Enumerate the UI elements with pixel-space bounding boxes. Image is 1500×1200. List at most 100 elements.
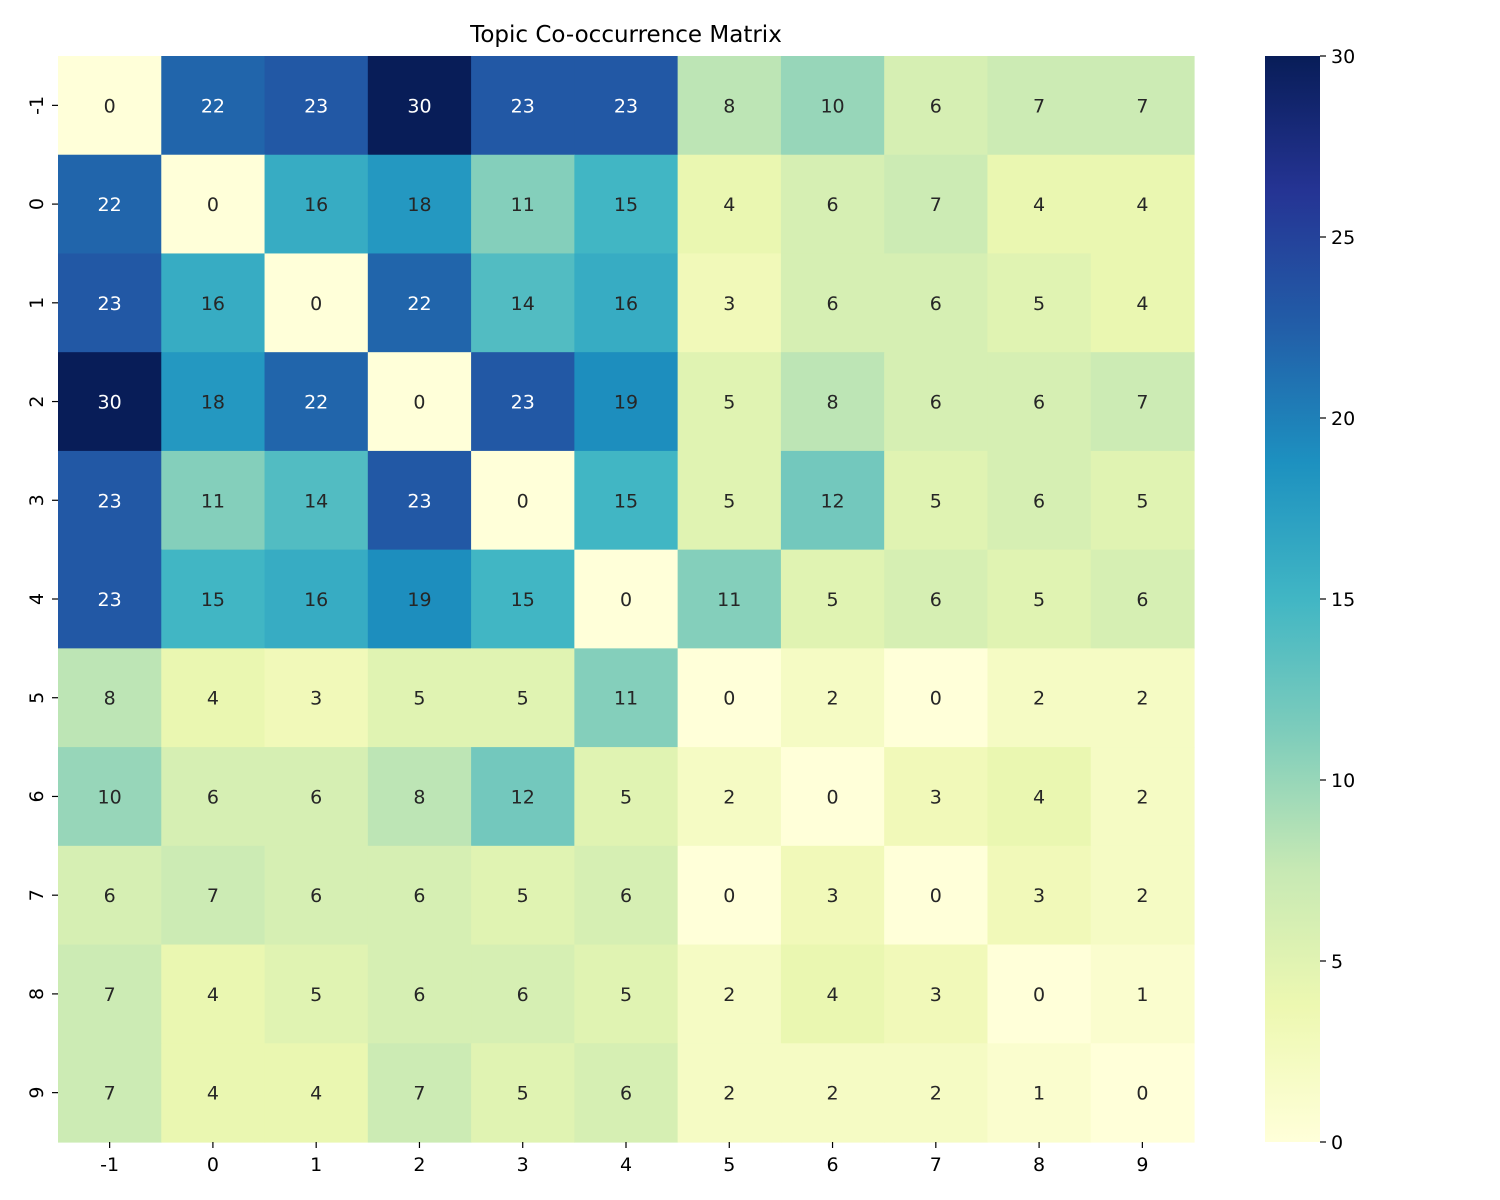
cell-value-label: 0 <box>310 293 322 315</box>
cell-value-label: 1 <box>1136 984 1148 1006</box>
x-tick-label: 4 <box>620 1154 632 1176</box>
cell-value-label: 4 <box>207 1083 219 1105</box>
cell-value-label: 8 <box>413 786 425 808</box>
cell-value-label: 6 <box>930 293 942 315</box>
x-tick-label: 3 <box>517 1154 529 1176</box>
cell-value-label: 19 <box>614 392 638 414</box>
cell-value-label: 6 <box>310 885 322 907</box>
cell-value-label: 5 <box>930 490 942 512</box>
cell-value-label: 2 <box>1033 688 1045 710</box>
cell-value-label: 0 <box>517 490 529 512</box>
y-tick-label: 2 <box>26 395 48 407</box>
cell-value-label: 11 <box>201 490 225 512</box>
cell-value-label: 6 <box>930 95 942 117</box>
cell-value-label: 2 <box>723 786 735 808</box>
cell-value-label: 23 <box>98 589 122 611</box>
cell-value-label: 5 <box>517 688 529 710</box>
colorbar-tick-label: 0 <box>1331 1132 1343 1154</box>
cell-value-label: 18 <box>201 392 225 414</box>
cell-value-label: 30 <box>98 392 122 414</box>
cell-value-label: 6 <box>310 786 322 808</box>
cell-value-label: 23 <box>407 490 431 512</box>
colorbar-tick-label: 10 <box>1331 770 1355 792</box>
chart-title: Topic Co-occurrence Matrix <box>469 22 782 48</box>
cell-value-label: 7 <box>1136 95 1148 117</box>
cell-value-label: 5 <box>517 1083 529 1105</box>
cell-value-label: 5 <box>826 589 838 611</box>
cell-value-label: 0 <box>207 194 219 216</box>
cell-value-label: 8 <box>104 688 116 710</box>
cell-value-label: 7 <box>104 1083 116 1105</box>
x-tick-label: 8 <box>1033 1154 1045 1176</box>
y-tick-label: 7 <box>26 889 48 901</box>
cell-value-label: 4 <box>310 1083 322 1105</box>
x-tick-label: -1 <box>100 1154 119 1176</box>
cell-value-label: 1 <box>1033 1083 1045 1105</box>
cell-value-label: 0 <box>930 688 942 710</box>
cell-value-label: 16 <box>304 589 328 611</box>
cell-value-label: 23 <box>98 490 122 512</box>
cell-value-label: 3 <box>826 885 838 907</box>
x-tick-label: 6 <box>826 1154 838 1176</box>
colorbar-tick-label: 5 <box>1331 951 1343 973</box>
cell-value-label: 6 <box>930 589 942 611</box>
cell-value-label: 18 <box>407 194 431 216</box>
cell-value-label: 6 <box>413 885 425 907</box>
colorbar: 051015202530 <box>1265 46 1355 1154</box>
y-tick-label: 8 <box>26 988 48 1000</box>
cell-value-label: 14 <box>511 293 535 315</box>
cell-value-label: 2 <box>1136 688 1148 710</box>
y-tick-label: 3 <box>26 494 48 506</box>
cell-value-label: 0 <box>413 392 425 414</box>
cell-value-label: 2 <box>1136 786 1148 808</box>
cell-value-label: 7 <box>930 194 942 216</box>
cell-value-label: 3 <box>723 293 735 315</box>
cell-value-label: 2 <box>930 1083 942 1105</box>
x-tick-label: 2 <box>413 1154 425 1176</box>
cell-value-label: 2 <box>1136 885 1148 907</box>
cell-value-label: 4 <box>207 688 219 710</box>
cell-value-label: 2 <box>826 1083 838 1105</box>
cell-value-label: 4 <box>207 984 219 1006</box>
cell-value-label: 5 <box>620 984 632 1006</box>
cell-value-label: 22 <box>98 194 122 216</box>
cell-value-label: 12 <box>511 786 535 808</box>
cell-value-label: 2 <box>723 1083 735 1105</box>
x-tick-label: 9 <box>1136 1154 1148 1176</box>
cell-value-label: 4 <box>1033 194 1045 216</box>
cell-value-label: 10 <box>820 95 844 117</box>
cell-value-label: 0 <box>620 589 632 611</box>
cell-value-label: 4 <box>1136 293 1148 315</box>
cell-value-label: 6 <box>620 885 632 907</box>
colorbar-tick-label: 15 <box>1331 589 1355 611</box>
cell-value-label: 19 <box>407 589 431 611</box>
cell-value-label: 5 <box>723 392 735 414</box>
cell-value-label: 12 <box>820 490 844 512</box>
cell-value-label: 7 <box>207 885 219 907</box>
cell-value-label: 11 <box>511 194 535 216</box>
y-tick-label: 4 <box>26 593 48 605</box>
cell-value-label: 5 <box>310 984 322 1006</box>
x-tick-label: 1 <box>310 1154 322 1176</box>
cell-value-label: 23 <box>511 95 535 117</box>
cell-value-label: 2 <box>826 688 838 710</box>
colorbar-tick-label: 30 <box>1331 46 1355 68</box>
cell-value-label: 22 <box>201 95 225 117</box>
cell-value-label: 5 <box>517 885 529 907</box>
cell-value-label: 6 <box>1033 490 1045 512</box>
cell-value-label: 5 <box>1033 589 1045 611</box>
cell-value-label: 8 <box>723 95 735 117</box>
cell-value-label: 15 <box>614 490 638 512</box>
cell-value-label: 16 <box>304 194 328 216</box>
cell-value-label: 23 <box>614 95 638 117</box>
cell-value-label: 4 <box>1136 194 1148 216</box>
cell-value-label: 5 <box>1033 293 1045 315</box>
cell-value-label: 6 <box>413 984 425 1006</box>
cell-value-label: 23 <box>98 293 122 315</box>
cell-value-label: 3 <box>310 688 322 710</box>
y-tick-label: 5 <box>26 692 48 704</box>
cell-value-label: 10 <box>98 786 122 808</box>
x-axis: -1 0 1 2 3 4 5 6 7 8 9 <box>100 1142 1148 1176</box>
cell-value-label: 5 <box>1136 490 1148 512</box>
cell-value-label: 0 <box>723 688 735 710</box>
